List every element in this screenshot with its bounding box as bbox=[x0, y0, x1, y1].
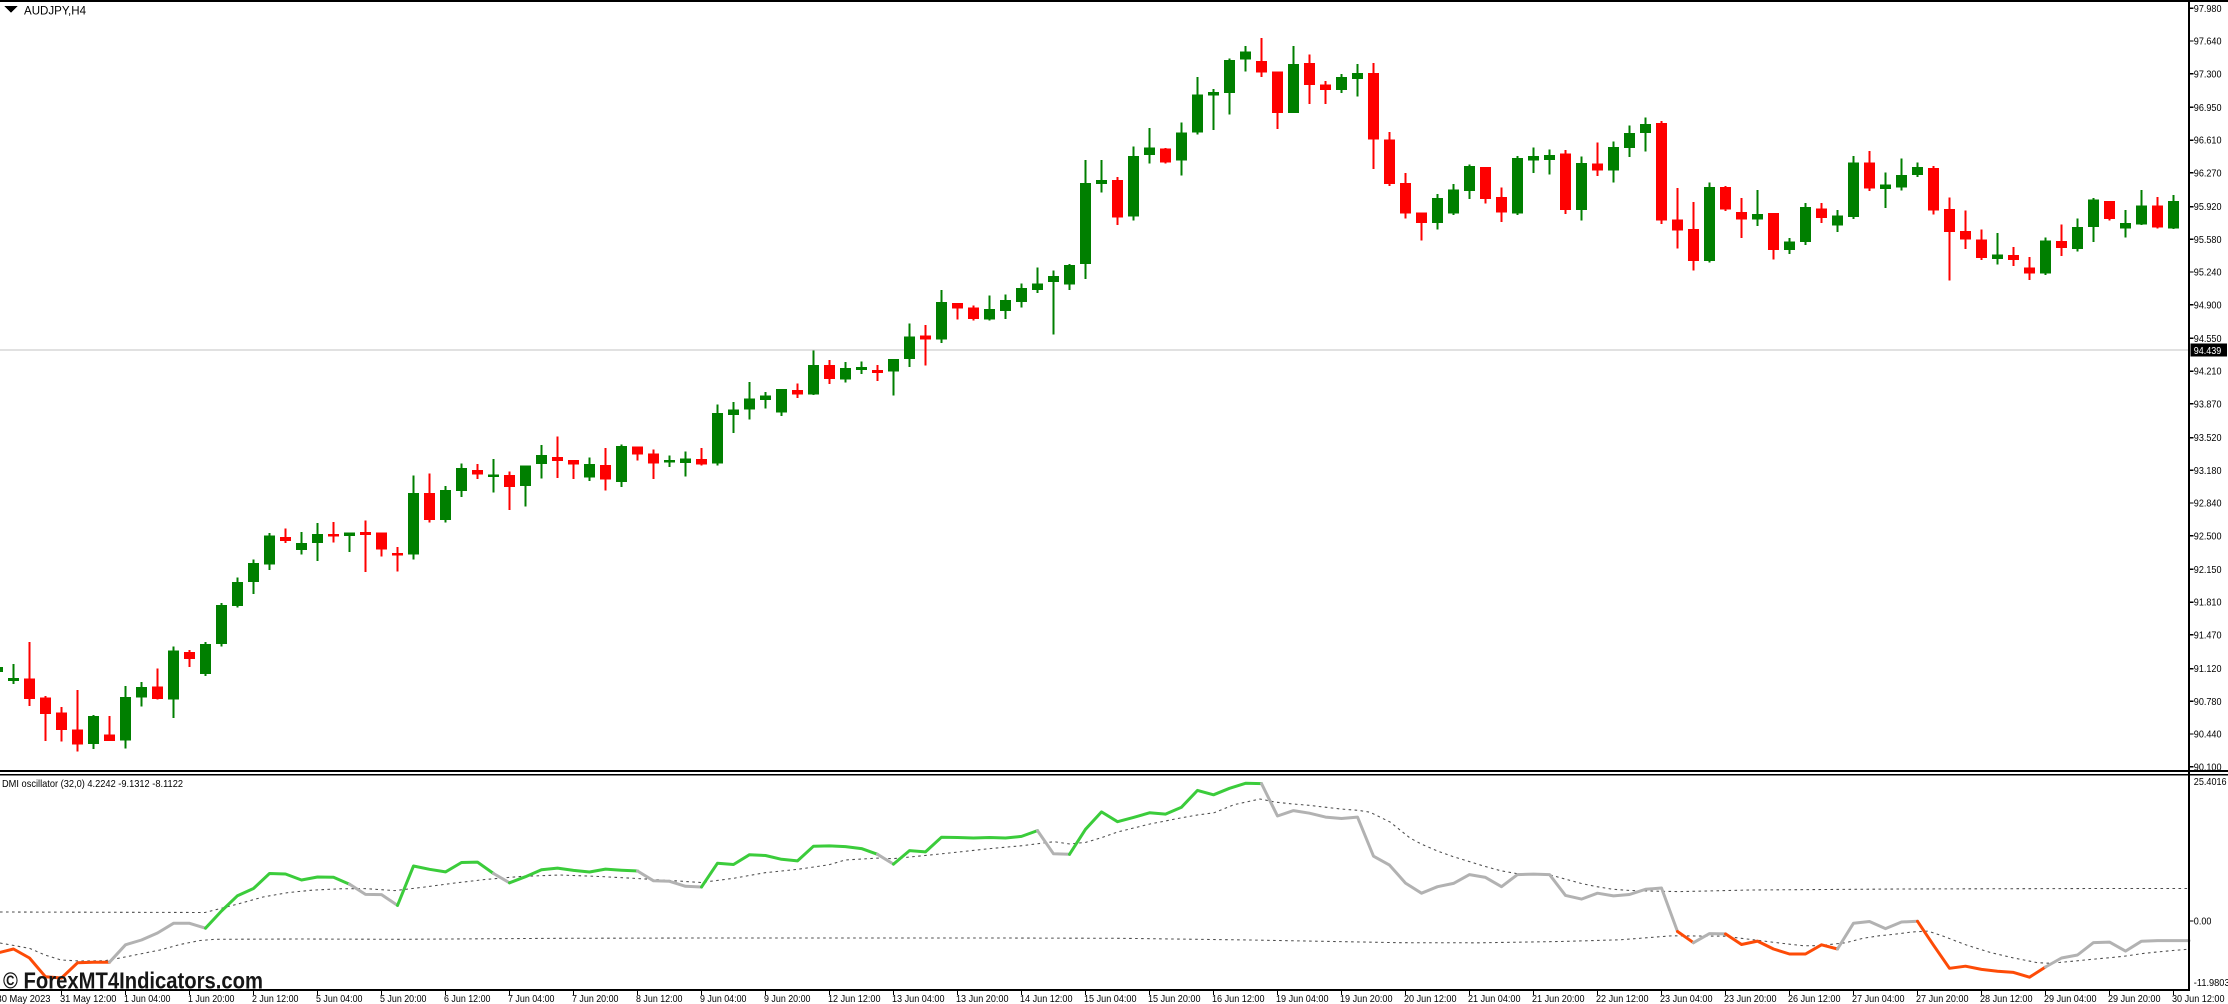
svg-text:9 Jun 20:00: 9 Jun 20:00 bbox=[764, 993, 811, 1004]
svg-text:92.840: 92.840 bbox=[2194, 498, 2222, 510]
svg-text:92.500: 92.500 bbox=[2194, 530, 2222, 542]
svg-text:16 Jun 12:00: 16 Jun 12:00 bbox=[1212, 993, 1265, 1004]
svg-text:15 Jun 20:00: 15 Jun 20:00 bbox=[1148, 993, 1201, 1004]
svg-text:96.610: 96.610 bbox=[2194, 135, 2222, 147]
svg-text:29 Jun 20:00: 29 Jun 20:00 bbox=[2108, 993, 2161, 1004]
svg-text:95.240: 95.240 bbox=[2194, 267, 2222, 279]
svg-text:2 Jun 12:00: 2 Jun 12:00 bbox=[252, 993, 299, 1004]
svg-text:7 Jun 20:00: 7 Jun 20:00 bbox=[572, 993, 619, 1004]
svg-text:6 Jun 12:00: 6 Jun 12:00 bbox=[444, 993, 491, 1004]
svg-text:92.150: 92.150 bbox=[2194, 564, 2222, 576]
svg-text:96.270: 96.270 bbox=[2194, 168, 2222, 180]
svg-text:22 Jun 12:00: 22 Jun 12:00 bbox=[1596, 993, 1649, 1004]
svg-text:25.4016: 25.4016 bbox=[2194, 776, 2227, 788]
svg-text:13 Jun 04:00: 13 Jun 04:00 bbox=[892, 993, 945, 1004]
svg-text:30 Jun 12:00: 30 Jun 12:00 bbox=[2172, 993, 2225, 1004]
svg-text:7 Jun 04:00: 7 Jun 04:00 bbox=[508, 993, 555, 1004]
svg-text:23 Jun 04:00: 23 Jun 04:00 bbox=[1660, 993, 1713, 1004]
svg-text:94.900: 94.900 bbox=[2194, 299, 2222, 311]
svg-text:1 Jun 20:00: 1 Jun 20:00 bbox=[188, 993, 235, 1004]
svg-text:30 May 2023: 30 May 2023 bbox=[0, 993, 51, 1004]
svg-text:© ForexMT4Indicators.com: © ForexMT4Indicators.com bbox=[3, 968, 263, 994]
svg-text:20 Jun 12:00: 20 Jun 12:00 bbox=[1404, 993, 1457, 1004]
svg-text:96.950: 96.950 bbox=[2194, 102, 2222, 114]
svg-text:91.120: 91.120 bbox=[2194, 663, 2222, 675]
svg-text:27 Jun 20:00: 27 Jun 20:00 bbox=[1916, 993, 1969, 1004]
svg-text:26 Jun 12:00: 26 Jun 12:00 bbox=[1788, 993, 1841, 1004]
svg-text:90.780: 90.780 bbox=[2194, 696, 2222, 708]
svg-text:13 Jun 20:00: 13 Jun 20:00 bbox=[956, 993, 1009, 1004]
svg-text:12 Jun 12:00: 12 Jun 12:00 bbox=[828, 993, 881, 1004]
svg-text:91.470: 91.470 bbox=[2194, 630, 2222, 642]
svg-text:8 Jun 12:00: 8 Jun 12:00 bbox=[636, 993, 683, 1004]
svg-text:90.440: 90.440 bbox=[2194, 729, 2222, 741]
svg-text:93.520: 93.520 bbox=[2194, 432, 2222, 444]
svg-text:95.920: 95.920 bbox=[2194, 201, 2222, 213]
svg-text:28 Jun 12:00: 28 Jun 12:00 bbox=[1980, 993, 2033, 1004]
svg-text:0.00: 0.00 bbox=[2194, 916, 2212, 928]
svg-text:5 Jun 20:00: 5 Jun 20:00 bbox=[380, 993, 427, 1004]
svg-text:90.100: 90.100 bbox=[2194, 761, 2222, 773]
svg-text:31 May 12:00: 31 May 12:00 bbox=[60, 993, 117, 1004]
svg-text:5 Jun 04:00: 5 Jun 04:00 bbox=[316, 993, 363, 1004]
svg-text:1 Jun 04:00: 1 Jun 04:00 bbox=[124, 993, 171, 1004]
svg-text:94.550: 94.550 bbox=[2194, 333, 2222, 345]
svg-text:14 Jun 12:00: 14 Jun 12:00 bbox=[1020, 993, 1073, 1004]
svg-text:91.810: 91.810 bbox=[2194, 597, 2222, 609]
svg-text:93.180: 93.180 bbox=[2194, 465, 2222, 477]
svg-text:19 Jun 04:00: 19 Jun 04:00 bbox=[1276, 993, 1329, 1004]
svg-text:94.439: 94.439 bbox=[2194, 345, 2222, 357]
svg-text:19 Jun 20:00: 19 Jun 20:00 bbox=[1340, 993, 1393, 1004]
svg-text:21 Jun 20:00: 21 Jun 20:00 bbox=[1532, 993, 1585, 1004]
svg-text:29 Jun 04:00: 29 Jun 04:00 bbox=[2044, 993, 2097, 1004]
svg-text:21 Jun 04:00: 21 Jun 04:00 bbox=[1468, 993, 1521, 1004]
svg-text:-11.9803: -11.9803 bbox=[2194, 977, 2228, 989]
svg-text:97.980: 97.980 bbox=[2194, 3, 2222, 15]
svg-text:15 Jun 04:00: 15 Jun 04:00 bbox=[1084, 993, 1137, 1004]
svg-text:9 Jun 04:00: 9 Jun 04:00 bbox=[700, 993, 747, 1004]
svg-text:DMI oscillator (32,0) 4.2242 -: DMI oscillator (32,0) 4.2242 -9.1312 -8.… bbox=[2, 778, 183, 790]
svg-text:95.580: 95.580 bbox=[2194, 234, 2222, 246]
svg-text:27 Jun 04:00: 27 Jun 04:00 bbox=[1852, 993, 1905, 1004]
svg-text:23 Jun 20:00: 23 Jun 20:00 bbox=[1724, 993, 1777, 1004]
svg-text:94.210: 94.210 bbox=[2194, 366, 2222, 378]
svg-text:93.870: 93.870 bbox=[2194, 399, 2222, 411]
svg-text:97.640: 97.640 bbox=[2194, 36, 2222, 48]
svg-text:AUDJPY,H4: AUDJPY,H4 bbox=[24, 5, 87, 18]
svg-text:97.300: 97.300 bbox=[2194, 68, 2222, 80]
